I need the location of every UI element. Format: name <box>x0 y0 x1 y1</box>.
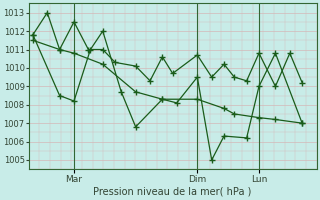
X-axis label: Pression niveau de la mer( hPa ): Pression niveau de la mer( hPa ) <box>93 187 252 197</box>
